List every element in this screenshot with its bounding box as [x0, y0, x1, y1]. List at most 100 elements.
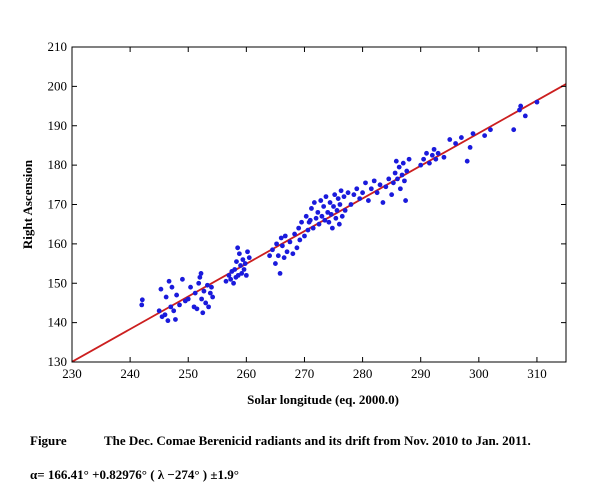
- data-point: [231, 280, 236, 286]
- data-point: [399, 172, 405, 178]
- data-point: [321, 204, 327, 209]
- data-point: [192, 290, 198, 296]
- data-point: [209, 284, 214, 290]
- data-point: [226, 272, 232, 278]
- data-point: [517, 107, 522, 113]
- data-point: [297, 237, 303, 243]
- data-point: [235, 272, 241, 278]
- data-point: [235, 245, 241, 251]
- data-point: [205, 282, 210, 288]
- y-tick-label: 130: [48, 354, 68, 369]
- data-point: [207, 290, 213, 296]
- data-point: [198, 271, 204, 276]
- data-point: [180, 276, 185, 282]
- data-point: [210, 294, 216, 300]
- data-point: [270, 247, 275, 253]
- data-point: [197, 274, 203, 280]
- data-point: [315, 209, 321, 215]
- data-point: [511, 127, 517, 133]
- y-tick-label: 160: [48, 236, 68, 251]
- x-tick-label: 250: [178, 366, 198, 381]
- data-point: [139, 302, 145, 308]
- data-point: [294, 245, 300, 251]
- data-point: [332, 192, 338, 198]
- data-point: [274, 241, 279, 247]
- data-point: [429, 152, 435, 158]
- data-point: [402, 178, 407, 184]
- data-point: [232, 267, 238, 272]
- data-point: [275, 253, 281, 259]
- data-point: [424, 150, 429, 156]
- data-point: [447, 137, 453, 142]
- data-point: [177, 302, 182, 308]
- data-point: [406, 156, 412, 162]
- data-point: [323, 194, 329, 200]
- x-tick-label: 280: [353, 366, 373, 381]
- data-point: [363, 180, 368, 186]
- x-tick-label: 260: [237, 366, 257, 381]
- data-point: [316, 221, 322, 227]
- data-point: [290, 251, 296, 257]
- data-point: [240, 257, 246, 263]
- x-tick-label: 270: [295, 366, 315, 381]
- data-point: [282, 233, 288, 239]
- data-point: [139, 297, 145, 303]
- data-point: [168, 304, 174, 310]
- data-point: [393, 158, 399, 164]
- data-point: [296, 225, 302, 231]
- data-point: [389, 192, 395, 198]
- data-point: [278, 235, 284, 241]
- data-point: [174, 292, 180, 298]
- data-point: [518, 103, 524, 109]
- data-point: [188, 284, 193, 290]
- data-point: [241, 267, 247, 272]
- data-point: [303, 213, 309, 219]
- data-point: [173, 317, 178, 322]
- scatter-chart: 230 240 250 260 270 280 290 300 310 130 140 150 160 1…: [20, 39, 567, 407]
- x-axis-title: Solar longitude (eq. 2000.0): [247, 392, 399, 407]
- data-point: [236, 251, 242, 257]
- data-point: [431, 146, 437, 152]
- data-point: [171, 308, 177, 314]
- data-point: [341, 194, 347, 200]
- data-point: [334, 208, 340, 213]
- data-point: [371, 178, 377, 184]
- data-point: [348, 202, 354, 207]
- data-point: [277, 271, 283, 276]
- y-tick-label: 170: [48, 197, 68, 212]
- data-point: [374, 190, 380, 196]
- y-tick-label: 180: [48, 157, 68, 172]
- data-point: [325, 209, 331, 215]
- data-point: [279, 243, 285, 249]
- data-point: [345, 190, 351, 196]
- data-point: [418, 162, 424, 168]
- data-point: [433, 156, 439, 162]
- data-point: [322, 217, 328, 223]
- data-point: [292, 231, 297, 237]
- data-point: [169, 284, 175, 290]
- data-point: [162, 312, 168, 318]
- data-point: [470, 131, 476, 137]
- data-point: [243, 272, 249, 278]
- data-point: [427, 160, 432, 166]
- data-point: [328, 211, 334, 217]
- data-point: [467, 145, 473, 150]
- data-point: [313, 215, 319, 221]
- x-tick-label: 240: [120, 366, 140, 381]
- data-point: [203, 300, 209, 306]
- data-point: [239, 271, 245, 276]
- data-point: [335, 196, 341, 201]
- figure-caption-text: The Dec. Comae Berenicid radiants and it…: [104, 433, 531, 448]
- data-point: [339, 213, 345, 219]
- data-point: [194, 306, 200, 312]
- data-point: [185, 296, 191, 302]
- data-point: [351, 192, 357, 198]
- drift-formula: α= 166.41° +0.82976° ( λ −274° ) ±1.9°: [30, 467, 239, 482]
- data-point: [165, 318, 171, 324]
- data-point: [329, 225, 335, 231]
- data-point: [281, 255, 287, 261]
- data-point: [158, 286, 164, 292]
- data-point: [200, 310, 206, 316]
- data-point: [360, 190, 365, 196]
- data-point: [223, 278, 229, 284]
